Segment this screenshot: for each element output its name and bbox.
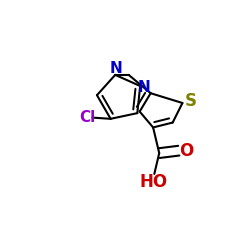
Text: HO: HO xyxy=(139,174,167,192)
Text: N: N xyxy=(138,80,150,95)
Text: O: O xyxy=(179,142,193,160)
Text: N: N xyxy=(110,60,123,76)
Text: Cl: Cl xyxy=(79,110,96,125)
Text: S: S xyxy=(185,92,197,110)
